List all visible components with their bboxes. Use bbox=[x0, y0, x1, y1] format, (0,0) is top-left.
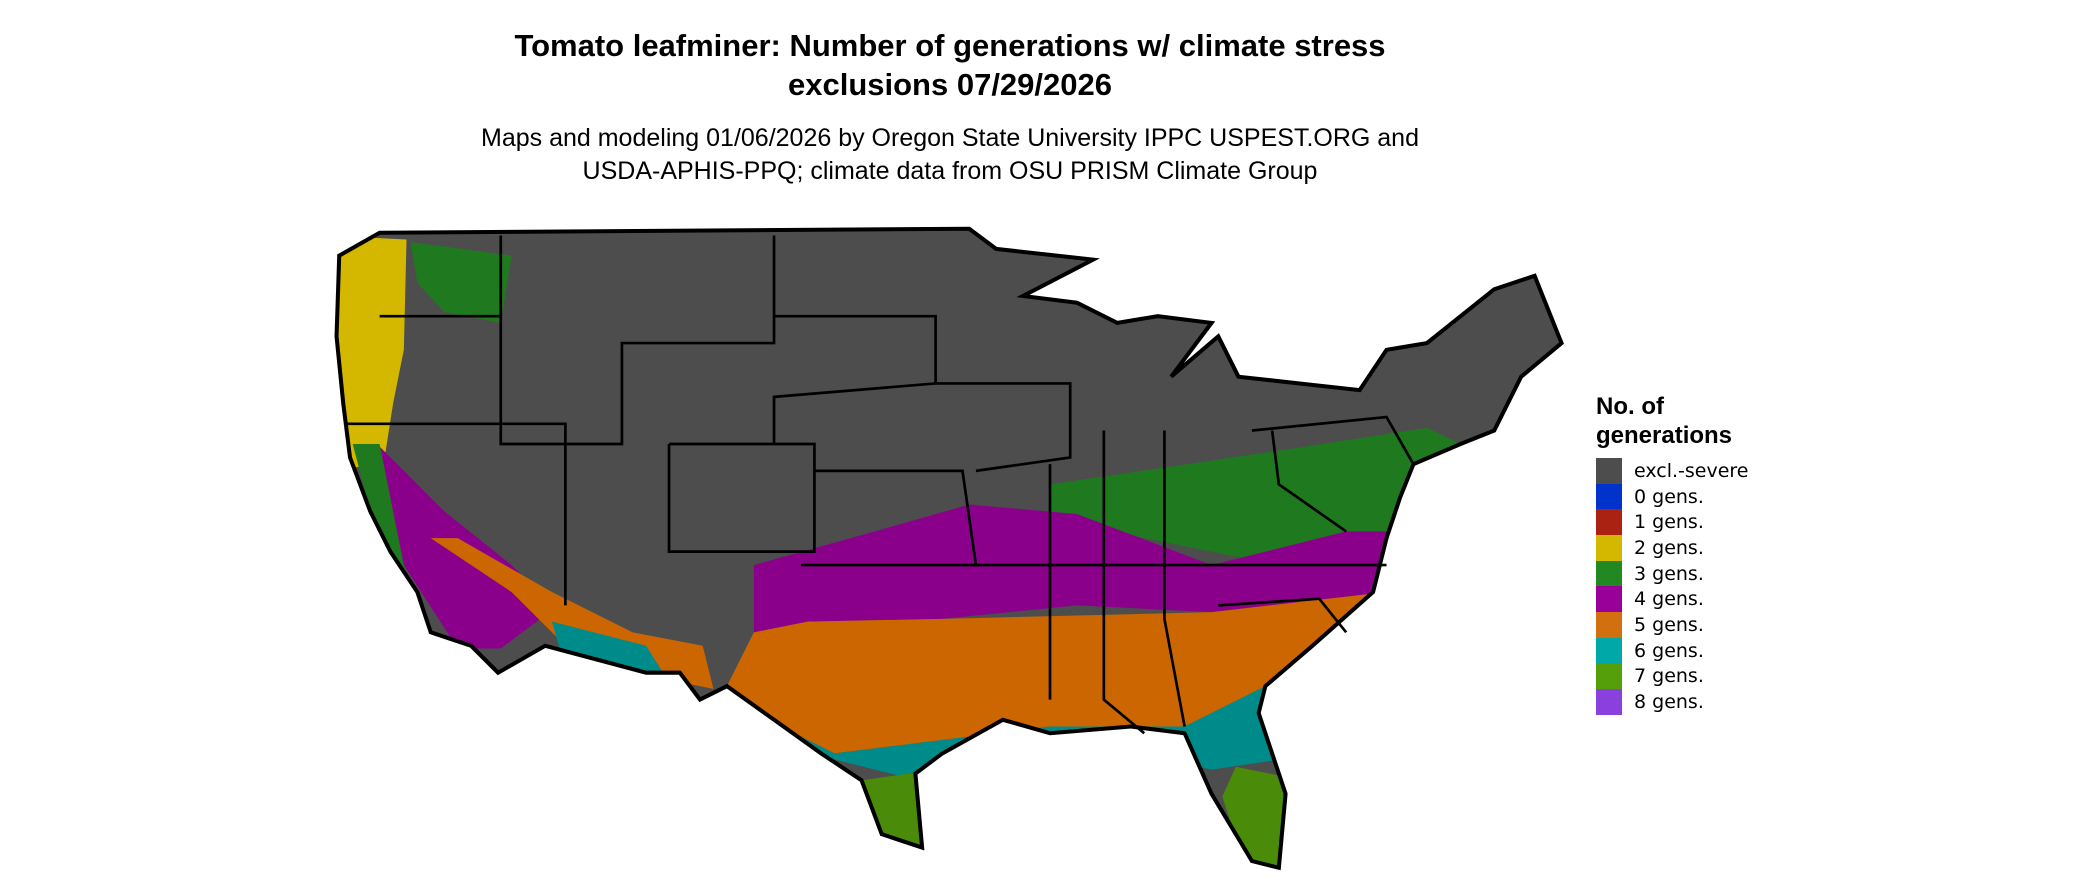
legend-label: 4 gens. bbox=[1634, 588, 1704, 611]
legend-swatch bbox=[1596, 458, 1622, 484]
legend-swatch bbox=[1596, 689, 1622, 715]
legend-swatch bbox=[1596, 612, 1622, 638]
subtitle-line2: USDA-APHIS-PPQ; climate data from OSU PR… bbox=[582, 157, 1318, 185]
region-7-gens-texas bbox=[861, 772, 932, 851]
legend-item: 2 gens. bbox=[1596, 535, 1796, 561]
legend-item: 3 gens. bbox=[1596, 560, 1796, 587]
region-3-gens-northwest bbox=[410, 242, 512, 323]
legend-swatch bbox=[1596, 535, 1622, 561]
legend-item: 7 gens. bbox=[1596, 663, 1796, 690]
legend-item: 6 gens. bbox=[1596, 637, 1796, 664]
region-7-gens-florida bbox=[1222, 766, 1290, 868]
legend-swatch bbox=[1596, 637, 1622, 664]
legend-label: 6 gens. bbox=[1634, 639, 1704, 662]
legend-label: excl.-severe bbox=[1634, 459, 1749, 482]
legend-item: 8 gens. bbox=[1596, 689, 1796, 715]
subtitle-line1: Maps and modeling 01/06/2026 by Oregon S… bbox=[481, 124, 1419, 152]
legend-swatch bbox=[1596, 663, 1622, 690]
state-borders bbox=[337, 229, 1562, 868]
legend-item: 4 gens. bbox=[1596, 586, 1796, 613]
legend-label: 3 gens. bbox=[1634, 562, 1704, 585]
legend-swatch bbox=[1596, 509, 1622, 536]
legend-label: 0 gens. bbox=[1634, 485, 1704, 508]
legend: No. of generations excl.-severe 0 gens. 1 … bbox=[1596, 392, 1796, 715]
legend-item: 5 gens. bbox=[1596, 612, 1796, 638]
region-3-gens-east bbox=[1050, 427, 1461, 566]
chart-title-line1: Tomato leafminer: Number of generations … bbox=[514, 28, 1386, 63]
legend-label: 2 gens. bbox=[1634, 536, 1704, 559]
legend-label: 1 gens. bbox=[1634, 511, 1704, 534]
region-4-gens-band bbox=[753, 504, 1403, 633]
legend-swatch bbox=[1596, 483, 1622, 510]
legend-title-line2: generations bbox=[1596, 422, 1733, 449]
legend-title-line1: No. of bbox=[1596, 393, 1664, 420]
legend-item: 0 gens. bbox=[1596, 483, 1796, 510]
legend-swatch bbox=[1596, 586, 1622, 613]
legend-label: 8 gens. bbox=[1634, 691, 1704, 714]
region-5-gens-south bbox=[726, 591, 1387, 754]
legend-item: 1 gens. bbox=[1596, 509, 1796, 536]
legend-item: excl.-severe bbox=[1596, 458, 1796, 484]
legend-label: 7 gens. bbox=[1634, 665, 1704, 688]
chart-title-line2: exclusions 07/29/2026 bbox=[787, 67, 1112, 102]
legend-swatch bbox=[1596, 560, 1622, 587]
legend-title: No. of generations bbox=[1596, 392, 1796, 450]
legend-label: 5 gens. bbox=[1634, 613, 1704, 636]
